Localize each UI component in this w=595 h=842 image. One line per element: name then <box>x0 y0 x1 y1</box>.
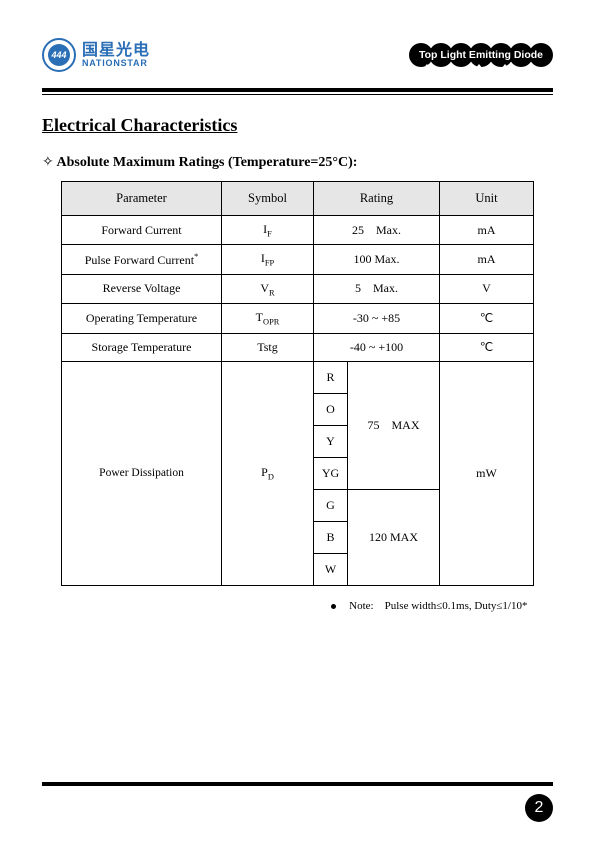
cell-unit: mA <box>440 245 534 274</box>
cell-symbol: Tstg <box>222 333 314 361</box>
cell-rating-value: 120 MAX <box>348 489 440 585</box>
logo-text: 国星光电 NATIONSTAR <box>82 43 150 68</box>
cell-rating-value: 75 MAX <box>348 361 440 489</box>
cell-symbol: PD <box>222 361 314 585</box>
cell-unit: mA <box>440 216 534 245</box>
cell-parameter: Pulse Forward Current* <box>62 245 222 274</box>
table-row: Operating TemperatureTOPR-30 ~ +85℃ <box>62 304 534 333</box>
cell-rating-code: O <box>314 393 348 425</box>
cell-rating: -40 ~ +100 <box>314 333 440 361</box>
diamond-icon: ✧ <box>42 155 54 170</box>
note-text: Pulse width≤0.1ms, Duty≤1/10* <box>385 600 528 612</box>
cell-rating: 100 Max. <box>314 245 440 274</box>
page-number-badge: 2 <box>525 794 553 822</box>
col-rating: Rating <box>314 182 440 216</box>
ratings-table: Parameter Symbol Rating Unit Forward Cur… <box>61 181 534 586</box>
header-rule-thick <box>42 88 553 92</box>
table-row: Forward CurrentIF25 Max.mA <box>62 216 534 245</box>
page: 444 国星光电 NATIONSTAR Top Light Emitting D… <box>0 0 595 842</box>
cell-rating-code: R <box>314 361 348 393</box>
subhead-text: Absolute Maximum Ratings (Temperature=25… <box>56 155 357 170</box>
cell-symbol: TOPR <box>222 304 314 333</box>
table-row-pd: Power DissipationPDR75 MAXmW <box>62 361 534 393</box>
cell-rating: -30 ~ +85 <box>314 304 440 333</box>
cell-unit: mW <box>440 361 534 585</box>
table-header-row: Parameter Symbol Rating Unit <box>62 182 534 216</box>
logo-block: 444 国星光电 NATIONSTAR <box>42 38 150 72</box>
cell-unit: V <box>440 274 534 303</box>
cell-parameter: Reverse Voltage <box>62 274 222 303</box>
logo-inner-text: 444 <box>48 44 70 66</box>
bullet-icon <box>331 604 336 609</box>
cell-symbol: IF <box>222 216 314 245</box>
cell-symbol: VR <box>222 274 314 303</box>
table-row: Storage TemperatureTstg-40 ~ +100℃ <box>62 333 534 361</box>
logo-cn: 国星光电 <box>82 43 150 59</box>
product-tab-badge: Top Light Emitting Diode <box>409 42 553 68</box>
col-unit: Unit <box>440 182 534 216</box>
footer-rule <box>42 782 553 786</box>
section-title: Electrical Characteristics <box>42 115 553 136</box>
cell-rating-code: B <box>314 521 348 553</box>
cell-rating: 5 Max. <box>314 274 440 303</box>
cell-parameter: Forward Current <box>62 216 222 245</box>
table-row: Reverse VoltageVR5 Max.V <box>62 274 534 303</box>
cell-parameter: Storage Temperature <box>62 333 222 361</box>
logo-mark: 444 <box>42 38 76 72</box>
cell-parameter: Power Dissipation <box>62 361 222 585</box>
cell-rating: 25 Max. <box>314 216 440 245</box>
tab-text: Top Light Emitting Diode <box>409 49 553 61</box>
cell-rating-code: Y <box>314 425 348 457</box>
cell-rating-code: W <box>314 553 348 585</box>
cell-symbol: IFP <box>222 245 314 274</box>
cell-unit: ℃ <box>440 304 534 333</box>
cell-unit: ℃ <box>440 333 534 361</box>
section-subhead: ✧ Absolute Maximum Ratings (Temperature=… <box>42 154 553 171</box>
table-row: Pulse Forward Current*IFP100 Max.mA <box>62 245 534 274</box>
page-header: 444 国星光电 NATIONSTAR Top Light Emitting D… <box>42 30 553 80</box>
logo-en: NATIONSTAR <box>82 59 150 68</box>
note-label: Note: <box>349 600 373 612</box>
col-parameter: Parameter <box>62 182 222 216</box>
col-symbol: Symbol <box>222 182 314 216</box>
cell-parameter: Operating Temperature <box>62 304 222 333</box>
table-note: Note: Pulse width≤0.1ms, Duty≤1/10* <box>62 600 534 612</box>
cell-rating-code: G <box>314 489 348 521</box>
cell-rating-code: YG <box>314 457 348 489</box>
header-rule-thin <box>42 94 553 95</box>
